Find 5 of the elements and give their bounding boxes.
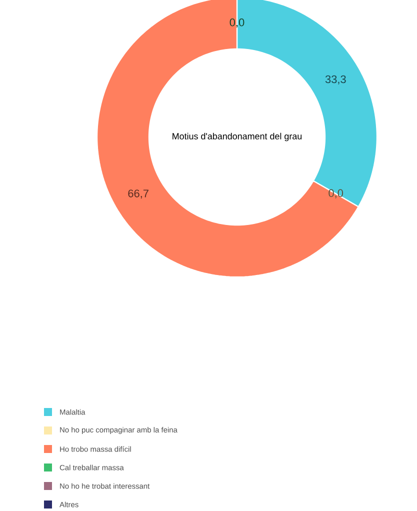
- text: Motius d'abandonament del grau: [172, 132, 302, 142]
- data-label: 33,3: [325, 75, 346, 84]
- text: 0,0: [328, 189, 344, 198]
- data-label: 66,7: [128, 190, 148, 199]
- text: 0,0: [230, 18, 244, 28]
